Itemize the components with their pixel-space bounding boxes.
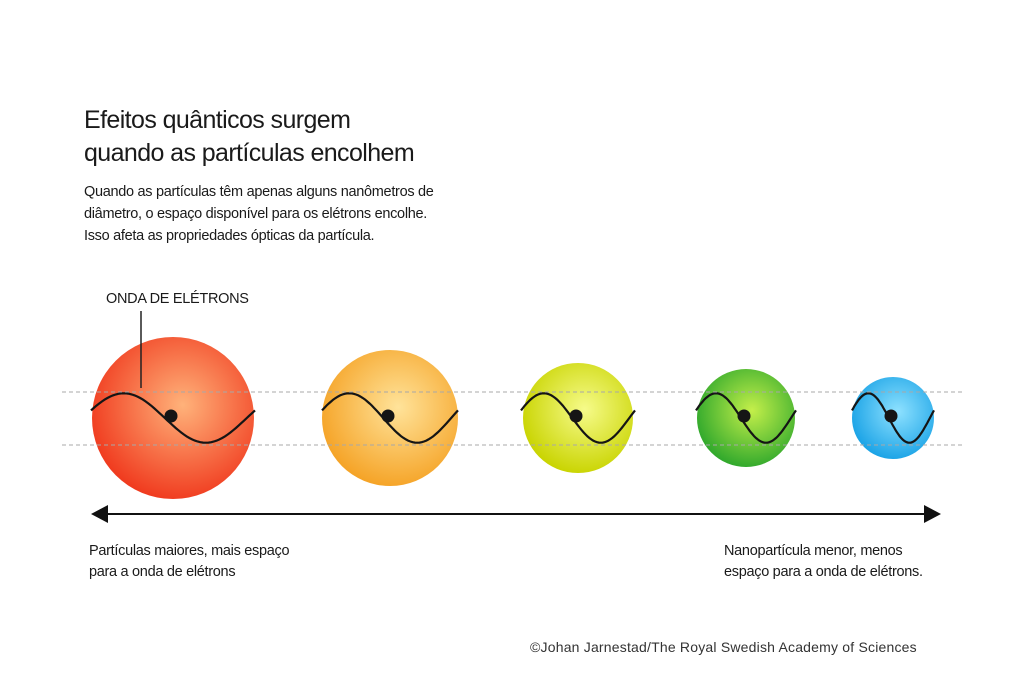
caption-smaller-particle: Nanopartícula menor, menos espaço para a… bbox=[724, 541, 923, 583]
electron-dot bbox=[737, 409, 751, 423]
title-line-2: quando as partículas encolhem bbox=[84, 139, 415, 167]
size-arrow bbox=[91, 505, 941, 523]
title-line-1: Efeitos quânticos surgem bbox=[84, 106, 351, 134]
caption-right-line-2: espaço para a onda de elétrons. bbox=[724, 564, 923, 580]
particle-green bbox=[695, 369, 797, 467]
particle-yellow bbox=[520, 363, 636, 473]
arrow-head-left-icon bbox=[91, 505, 108, 523]
intro-line-3: Isso afeta as propriedades ópticas da pa… bbox=[84, 228, 375, 244]
particle-red bbox=[90, 337, 256, 499]
intro-text: Quando as partículas têm apenas alguns n… bbox=[84, 181, 504, 247]
caption-larger-particles: Partículas maiores, mais espaço para a o… bbox=[89, 541, 290, 583]
electron-dot bbox=[164, 409, 178, 423]
particle-blue bbox=[851, 377, 935, 459]
diagram-title: Efeitos quânticos surgem quando as partí… bbox=[84, 104, 504, 170]
caption-left-line-1: Partículas maiores, mais espaço bbox=[89, 543, 290, 559]
intro-line-2: diâmetro, o espaço disponível para os el… bbox=[84, 206, 427, 222]
caption-right-line-1: Nanopartícula menor, menos bbox=[724, 543, 903, 559]
electron-wave bbox=[851, 392, 935, 444]
intro-line-1: Quando as partículas têm apenas alguns n… bbox=[84, 184, 434, 200]
electron-wave-label: ONDA DE ELÉTRONS bbox=[106, 291, 249, 307]
electron-wave bbox=[321, 392, 459, 444]
particles-group bbox=[90, 337, 935, 499]
particle-orange bbox=[321, 350, 459, 486]
image-credit: ©Johan Jarnestad/The Royal Swedish Acade… bbox=[530, 639, 917, 655]
caption-left-line-2: para a onda de elétrons bbox=[89, 564, 236, 580]
electron-dot bbox=[884, 409, 898, 423]
electron-dot bbox=[381, 409, 395, 423]
electron-dot bbox=[569, 409, 583, 423]
arrow-head-right-icon bbox=[924, 505, 941, 523]
electron-wave bbox=[90, 392, 256, 444]
electron-wave bbox=[695, 392, 797, 444]
electron-wave bbox=[520, 392, 636, 444]
